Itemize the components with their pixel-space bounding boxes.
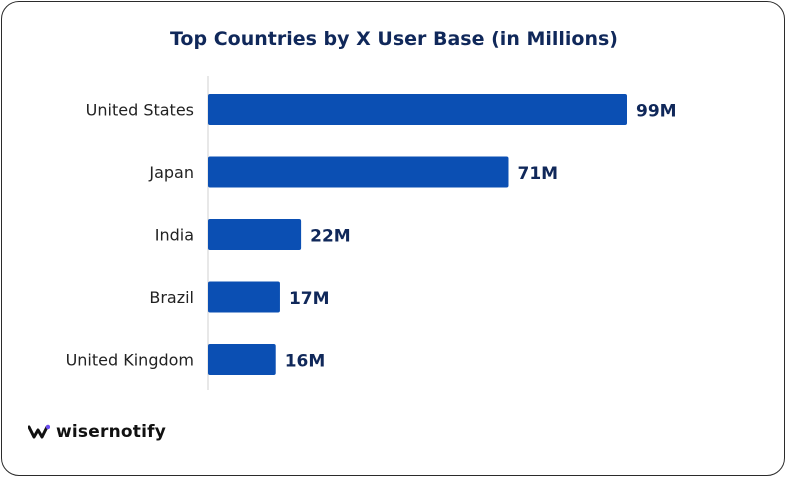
chart-title: Top Countries by X User Base (in Million… [170,28,618,50]
bar [208,344,276,375]
brand-logo: wisernotify [28,422,166,442]
category-label: United States [86,101,194,120]
wisernotify-logo-icon [28,424,50,439]
category-label: United Kingdom [66,351,194,370]
data-label: 99M [636,102,677,122]
data-label: 16M [285,352,326,372]
bar [208,156,509,188]
data-label: 22M [310,227,351,247]
category-label: Brazil [149,288,194,307]
data-label: 71M [517,164,558,184]
bar [208,94,627,125]
bars-group: United States 99M Japan 71M India 22M Brazil 17… [66,94,677,375]
data-label: 17M [289,289,330,309]
category-label: India [155,226,194,245]
bar [208,219,302,250]
category-label: Japan [148,163,194,182]
brand-name: wisernotify [56,422,166,442]
bar [208,281,280,313]
